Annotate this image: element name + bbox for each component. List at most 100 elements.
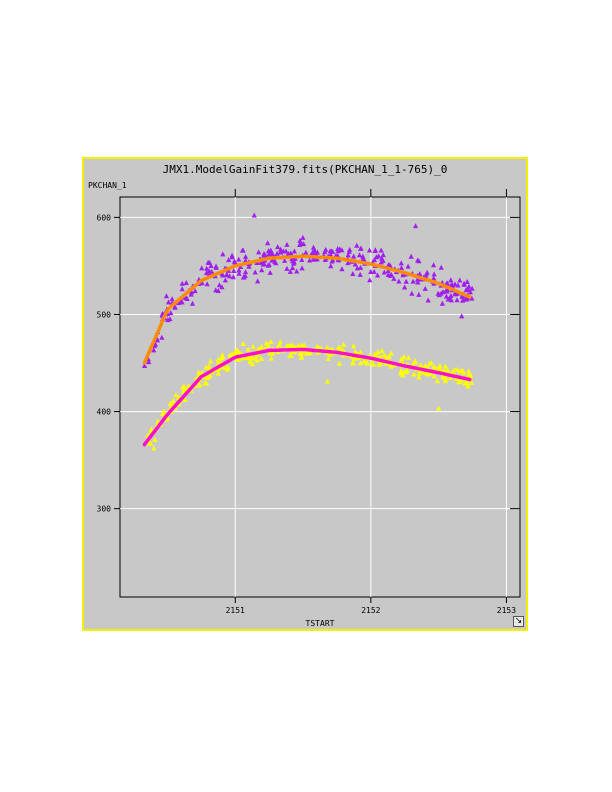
data-point bbox=[215, 356, 221, 362]
data-point bbox=[273, 260, 279, 266]
data-point bbox=[216, 282, 222, 288]
data-point bbox=[425, 371, 431, 377]
data-point bbox=[469, 295, 475, 301]
y-tick-label: 600 bbox=[97, 213, 112, 222]
data-point bbox=[259, 267, 265, 273]
data-point bbox=[232, 259, 238, 265]
y-tick-label: 400 bbox=[97, 408, 112, 417]
data-point bbox=[380, 252, 386, 258]
data-point bbox=[199, 369, 205, 375]
data-point bbox=[219, 271, 225, 277]
chart-title: JMX1.ModelGainFit379.fits(PKCHAN_1_1-765… bbox=[163, 163, 448, 176]
data-point bbox=[290, 260, 297, 266]
data-point bbox=[408, 253, 414, 259]
data-point bbox=[358, 245, 364, 251]
data-point bbox=[403, 278, 409, 284]
data-point bbox=[274, 250, 280, 256]
data-point bbox=[405, 263, 411, 269]
data-point bbox=[397, 370, 404, 376]
data-point bbox=[167, 401, 174, 407]
data-point bbox=[265, 248, 272, 254]
data-point bbox=[284, 241, 290, 247]
data-point bbox=[410, 278, 416, 284]
data-point bbox=[422, 285, 428, 291]
data-point bbox=[226, 273, 233, 279]
data-point bbox=[336, 360, 343, 366]
data-point bbox=[328, 251, 334, 257]
data-point bbox=[265, 240, 271, 246]
resize-arrow-icon[interactable]: ↘ bbox=[513, 616, 524, 627]
data-point bbox=[448, 277, 454, 283]
data-point bbox=[146, 440, 153, 446]
data-point bbox=[402, 284, 408, 290]
data-point bbox=[324, 378, 331, 384]
data-point bbox=[183, 279, 189, 285]
data-point bbox=[444, 366, 450, 372]
data-point bbox=[466, 283, 472, 289]
data-point bbox=[463, 295, 469, 301]
y-axis-label: PKCHAN_1 bbox=[88, 181, 127, 190]
data-point bbox=[364, 360, 370, 366]
data-point bbox=[327, 351, 334, 357]
data-point bbox=[449, 369, 456, 375]
data-point bbox=[220, 251, 226, 257]
data-point bbox=[459, 313, 465, 319]
data-point bbox=[276, 341, 282, 347]
data-point bbox=[267, 269, 273, 275]
data-point bbox=[329, 258, 335, 264]
data-point bbox=[173, 392, 179, 398]
data-point bbox=[298, 240, 304, 246]
data-point bbox=[401, 354, 407, 360]
data-point bbox=[372, 248, 378, 254]
data-point bbox=[230, 274, 236, 280]
data-point bbox=[416, 370, 422, 376]
data-point bbox=[206, 267, 212, 273]
data-point bbox=[456, 379, 462, 385]
data-point bbox=[380, 257, 386, 263]
data-point bbox=[417, 362, 423, 368]
data-point bbox=[307, 350, 313, 356]
data-point bbox=[377, 354, 384, 360]
data-point bbox=[291, 248, 298, 254]
data-point bbox=[416, 291, 422, 297]
data-point bbox=[462, 380, 468, 386]
data-point bbox=[219, 284, 225, 290]
data-point bbox=[258, 355, 264, 361]
data-point bbox=[428, 359, 434, 365]
data-point bbox=[385, 272, 391, 278]
data-point bbox=[442, 363, 449, 369]
data-point bbox=[425, 297, 431, 303]
data-point bbox=[361, 358, 367, 364]
data-point bbox=[240, 355, 246, 361]
data-point bbox=[368, 268, 374, 274]
chart-svg: JMX1.ModelGainFit379.fits(PKCHAN_1_1-765… bbox=[88, 163, 521, 628]
data-point bbox=[443, 286, 450, 292]
data-point bbox=[203, 380, 210, 386]
data-point bbox=[357, 271, 363, 277]
data-point bbox=[424, 269, 430, 275]
data-point bbox=[312, 247, 318, 253]
data-point bbox=[438, 264, 444, 270]
data-point bbox=[154, 337, 161, 343]
data-point bbox=[278, 246, 284, 252]
data-point bbox=[258, 259, 264, 265]
data-point bbox=[369, 359, 375, 365]
data-point bbox=[229, 252, 235, 258]
data-point bbox=[294, 268, 300, 274]
data-point bbox=[256, 249, 262, 255]
data-point bbox=[468, 379, 474, 385]
data-point bbox=[192, 288, 198, 294]
data-point bbox=[299, 265, 305, 271]
data-point bbox=[163, 293, 170, 299]
data-point bbox=[255, 346, 262, 352]
data-point bbox=[350, 271, 356, 277]
data-point bbox=[265, 262, 271, 268]
data-point bbox=[330, 248, 336, 254]
data-point bbox=[189, 300, 196, 306]
data-point bbox=[352, 348, 358, 354]
data-point bbox=[236, 270, 242, 276]
data-point bbox=[179, 280, 185, 286]
data-point bbox=[457, 277, 463, 283]
x-tick-label: 2153 bbox=[497, 606, 516, 615]
data-point bbox=[267, 350, 273, 356]
